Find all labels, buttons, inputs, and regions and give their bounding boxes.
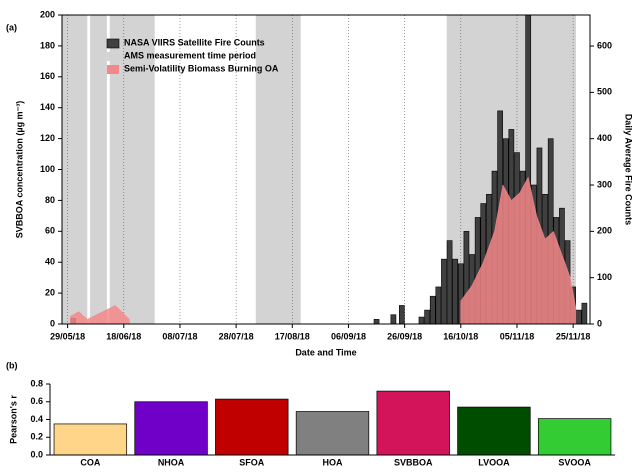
x-tick-label: SVBBOA [394,457,433,467]
y-tick-label: 0.6 [30,396,43,406]
fire-count-bar [446,240,453,325]
y-tick-label: 20 [45,287,55,297]
y-axis-title: Pearson's r [8,395,18,444]
fire-count-bar [399,305,405,325]
bar [295,411,370,456]
x-tick-label: SFOA [239,457,265,467]
legend-swatch [107,65,119,74]
y-tick-label: 40 [45,257,55,267]
y2-tick-label: 200 [597,226,612,236]
legend-label: AMS measurement time period [124,50,256,60]
y-tick-label: 80 [45,195,55,205]
y2-tick-label: 100 [597,272,612,282]
y2-tick-label: 500 [597,87,612,97]
x-tick-label: 08/07/18 [162,331,197,341]
y-tick-label: 100 [40,164,55,174]
x-axis-title: Date and Time [295,347,356,357]
y-tick-label: 120 [40,133,55,143]
x-tick-label: HOA [323,457,344,467]
y-tick-label: 0.4 [30,414,43,424]
y2-axis-title: Daily Average Fire Counts [624,114,634,225]
x-tick-label: 25/11/18 [556,331,591,341]
bar [537,418,612,456]
panel-label: (b) [6,360,18,370]
fire-count-bar [429,295,436,325]
y-tick-label: 60 [45,226,55,236]
x-tick-label: COA [80,457,101,467]
measurement-period [90,15,107,324]
svbboa-area [70,176,577,325]
fire-count-bar [452,258,459,325]
fire-count-bar [373,319,380,325]
y2-tick-label: 300 [597,179,612,189]
legend-label: Semi-Volatility Biomass Burning OA [124,63,279,73]
fire-count-bar [418,316,425,325]
x-tick-label: 26/09/18 [387,331,422,341]
x-tick-label: 06/09/18 [331,331,366,341]
y-tick-label: 0 [50,318,55,328]
y-tick-label: 160 [40,71,55,81]
y-tick-label: 0.8 [30,378,43,388]
y-axis-title: SVBBOA concentration (µg m⁻³) [14,101,24,239]
y2-tick-label: 600 [597,40,612,50]
y2-tick-label: 400 [597,133,612,143]
y-tick-label: 0.0 [30,449,43,459]
legend-swatch [107,52,119,61]
y-tick-label: 140 [40,102,55,112]
bar [376,390,450,456]
panel-label: (a) [6,22,17,32]
bar [134,401,208,456]
legend-label: NASA VIIRS Satellite Fire Counts [124,37,265,47]
measurement-period [62,15,88,324]
y-tick-label: 200 [40,9,55,19]
measurement-period [255,15,301,324]
x-tick-label: NHOA [158,457,185,467]
measurement-period [109,15,155,324]
fire-count-bar [435,286,442,325]
x-tick-label: 28/07/18 [219,331,254,341]
fire-count-bar [575,309,582,325]
x-tick-label: LVOOA [478,457,510,467]
fire-count-bar [441,258,447,325]
bar [457,406,531,456]
fire-count-bar [390,314,397,325]
fire-count-bar [424,309,430,325]
x-tick-label: 17/08/18 [275,331,310,341]
x-tick-label: 18/06/18 [106,331,141,341]
fire-count-bar [581,302,588,325]
y2-tick-label: 0 [597,318,602,328]
bar [215,398,289,456]
legend-swatch [106,38,120,49]
y-tick-label: 0.2 [30,432,43,442]
x-tick-label: SVOOA [558,457,591,467]
bar [53,423,128,456]
x-tick-label: 16/10/18 [443,331,478,341]
x-tick-label: 05/11/18 [500,331,535,341]
y-tick-label: 180 [40,40,55,50]
x-tick-label: 29/05/18 [50,331,85,341]
